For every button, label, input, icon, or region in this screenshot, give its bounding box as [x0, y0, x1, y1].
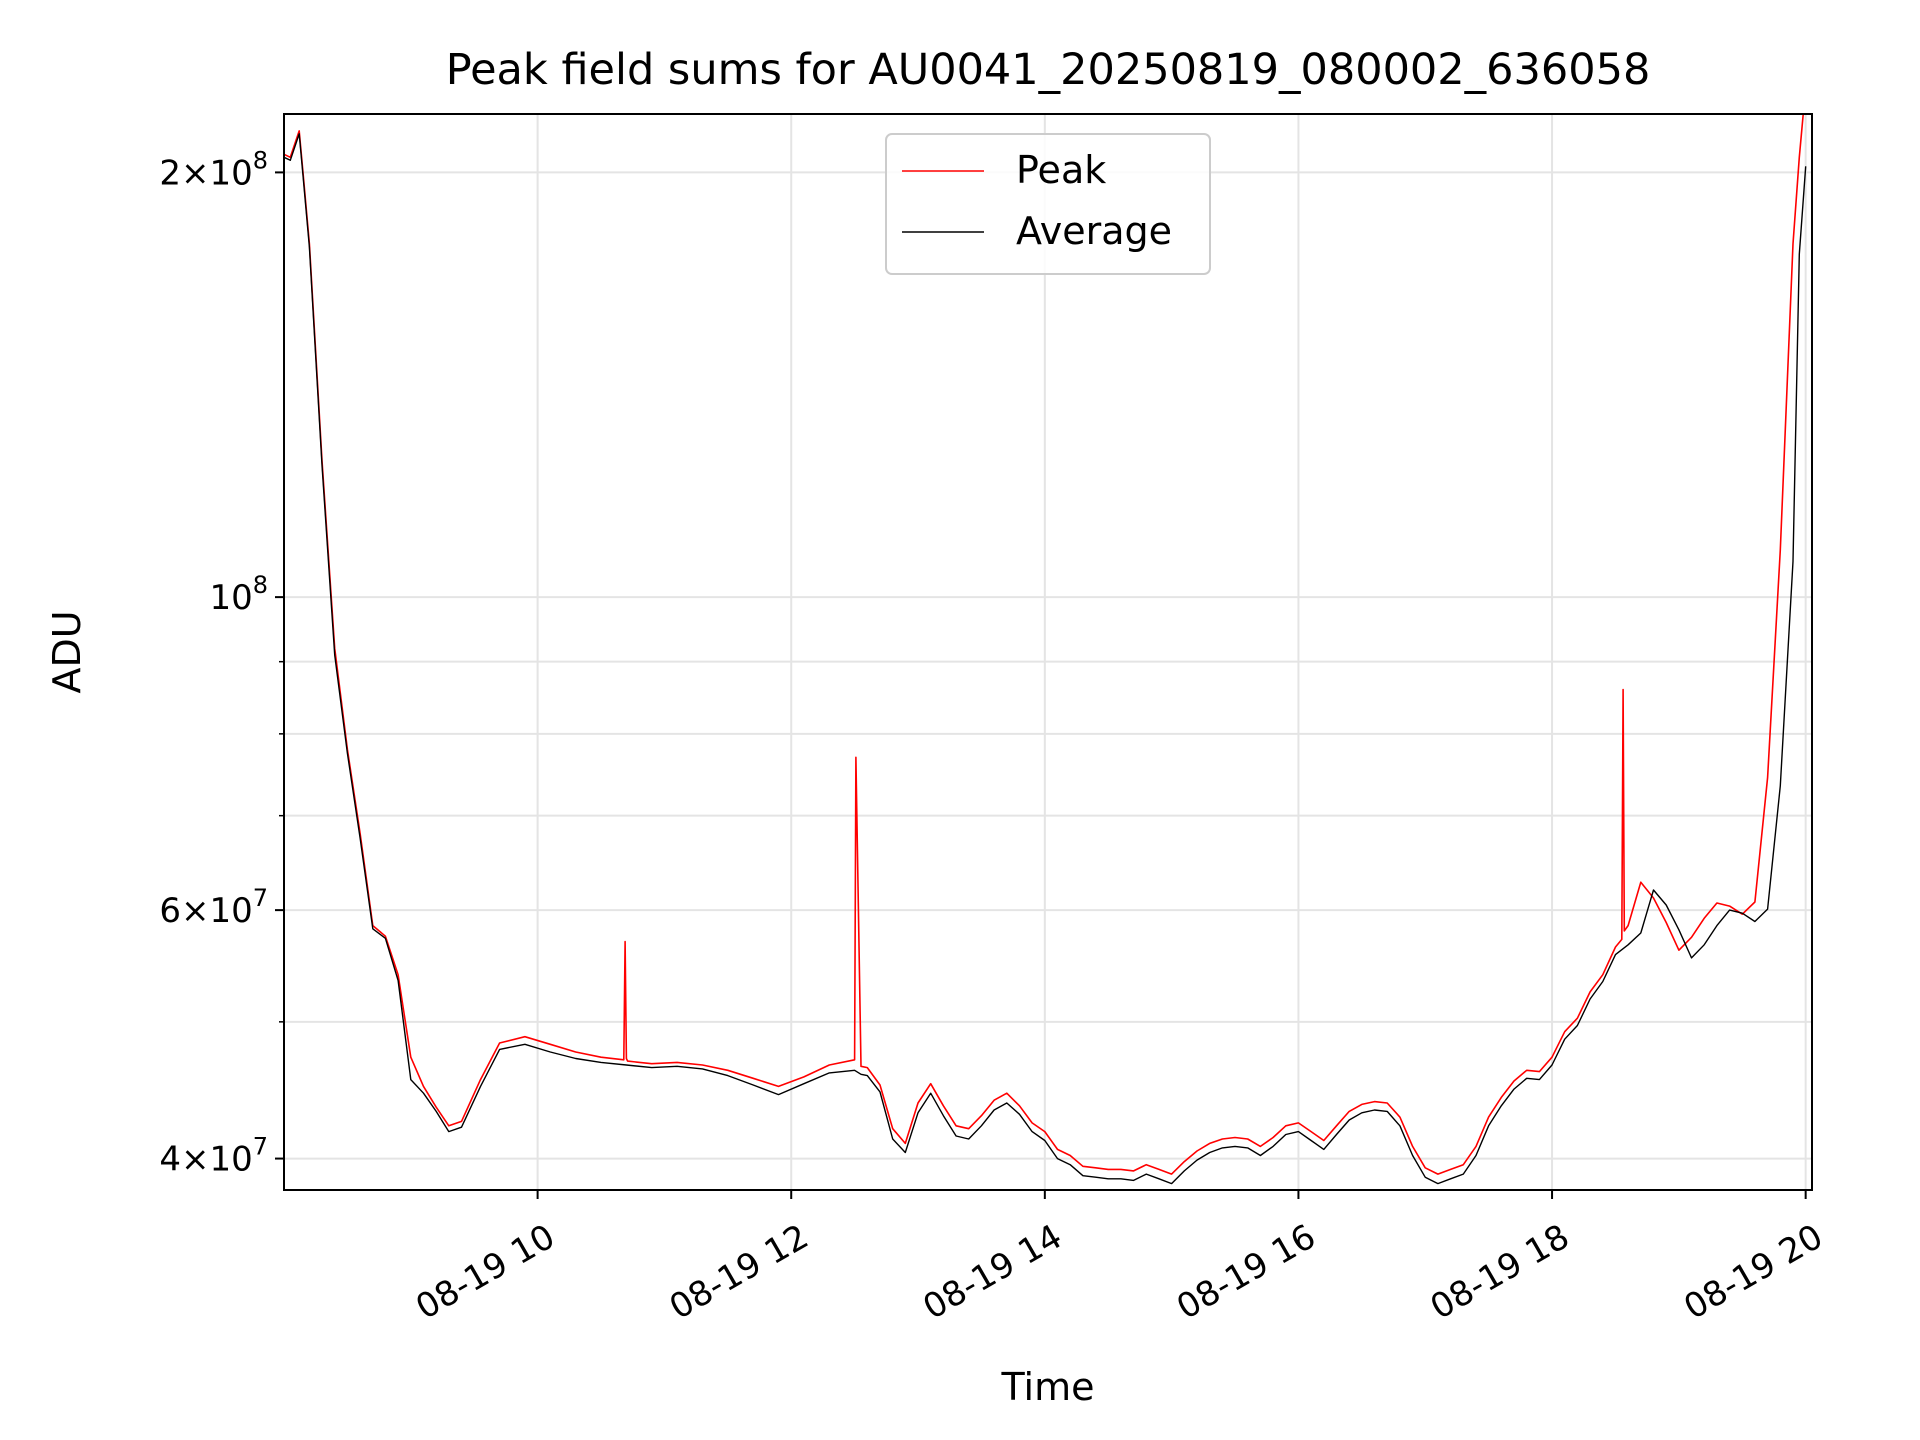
legend-label-average: Average [1016, 209, 1172, 253]
y-tick-label: 4×107 [159, 1133, 268, 1180]
series-layer [284, 114, 1807, 1185]
series-line-average [284, 133, 1807, 1185]
y-axis-label: ADU [45, 610, 89, 693]
y-tick-label: 2×108 [159, 146, 268, 193]
legend: Peak Average [885, 133, 1211, 275]
y-tick-label: 6×107 [159, 884, 268, 931]
y-tick-label: 108 [209, 571, 268, 618]
x-axis-label: Time [1001, 1365, 1095, 1409]
chart-title: Peak field sums for AU0041_20250819_0800… [446, 45, 1651, 95]
legend-box [885, 133, 1211, 275]
series-line-peak [284, 114, 1805, 1175]
legend-label-peak: Peak [1016, 148, 1106, 192]
plot-frame [283, 113, 1813, 1191]
